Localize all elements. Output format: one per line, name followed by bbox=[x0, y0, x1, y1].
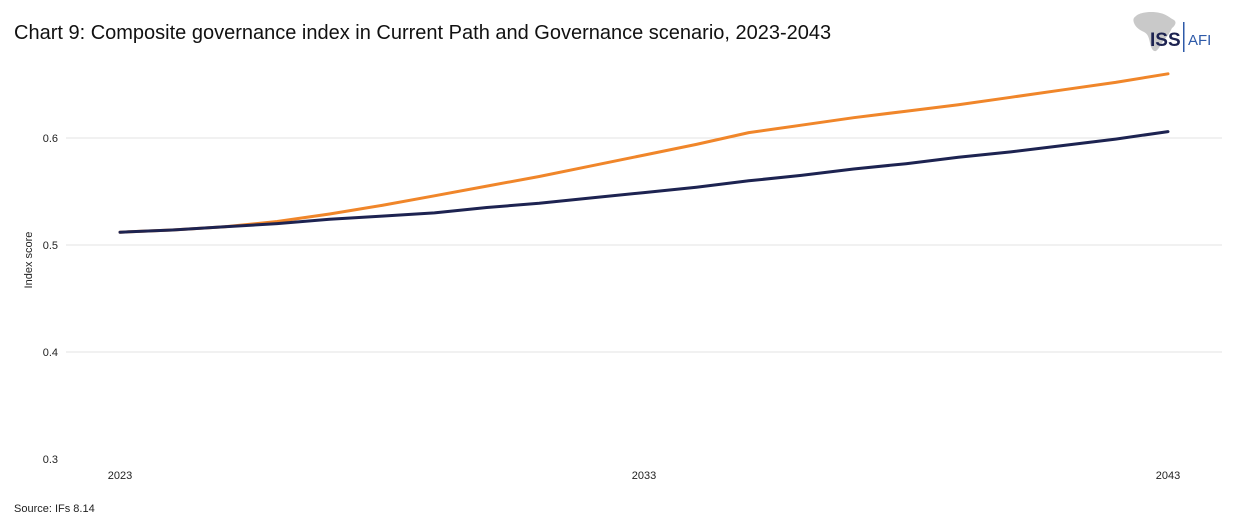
x-tick-label: 2043 bbox=[1156, 470, 1180, 482]
line-chart: 0.3 0.4 0.5 0.6 2023 2033 2043 Index score bbox=[23, 72, 1222, 482]
y-axis-ticks: 0.3 0.4 0.5 0.6 bbox=[43, 133, 58, 466]
iss-afi-logo: ISS AFI bbox=[1130, 10, 1226, 56]
gridlines bbox=[66, 137, 1222, 353]
y-tick-label: 0.3 bbox=[43, 454, 58, 466]
logo-secondary-text: AFI bbox=[1188, 32, 1211, 49]
y-tick-label: 0.6 bbox=[43, 133, 58, 145]
x-tick-label: 2023 bbox=[108, 470, 132, 482]
y-axis-label: Index score bbox=[23, 232, 35, 289]
series-lines bbox=[118, 72, 1170, 234]
logo-primary-text: ISS bbox=[1150, 30, 1181, 51]
x-tick-label: 2033 bbox=[632, 470, 656, 482]
y-tick-label: 0.5 bbox=[43, 240, 58, 252]
y-tick-label: 0.4 bbox=[43, 347, 58, 359]
logo-graphic: ISS AFI bbox=[1133, 12, 1211, 52]
series-line-current-path bbox=[118, 130, 1170, 234]
series-line-governance-scenario bbox=[118, 72, 1170, 234]
africa-map-icon bbox=[1133, 12, 1176, 52]
logo-divider bbox=[1183, 22, 1185, 52]
chart-title: Chart 9: Composite governance index in C… bbox=[14, 22, 832, 44]
x-axis-ticks: 2023 2033 2043 bbox=[108, 470, 1180, 482]
source-note: Source: IFs 8.14 bbox=[14, 503, 95, 515]
